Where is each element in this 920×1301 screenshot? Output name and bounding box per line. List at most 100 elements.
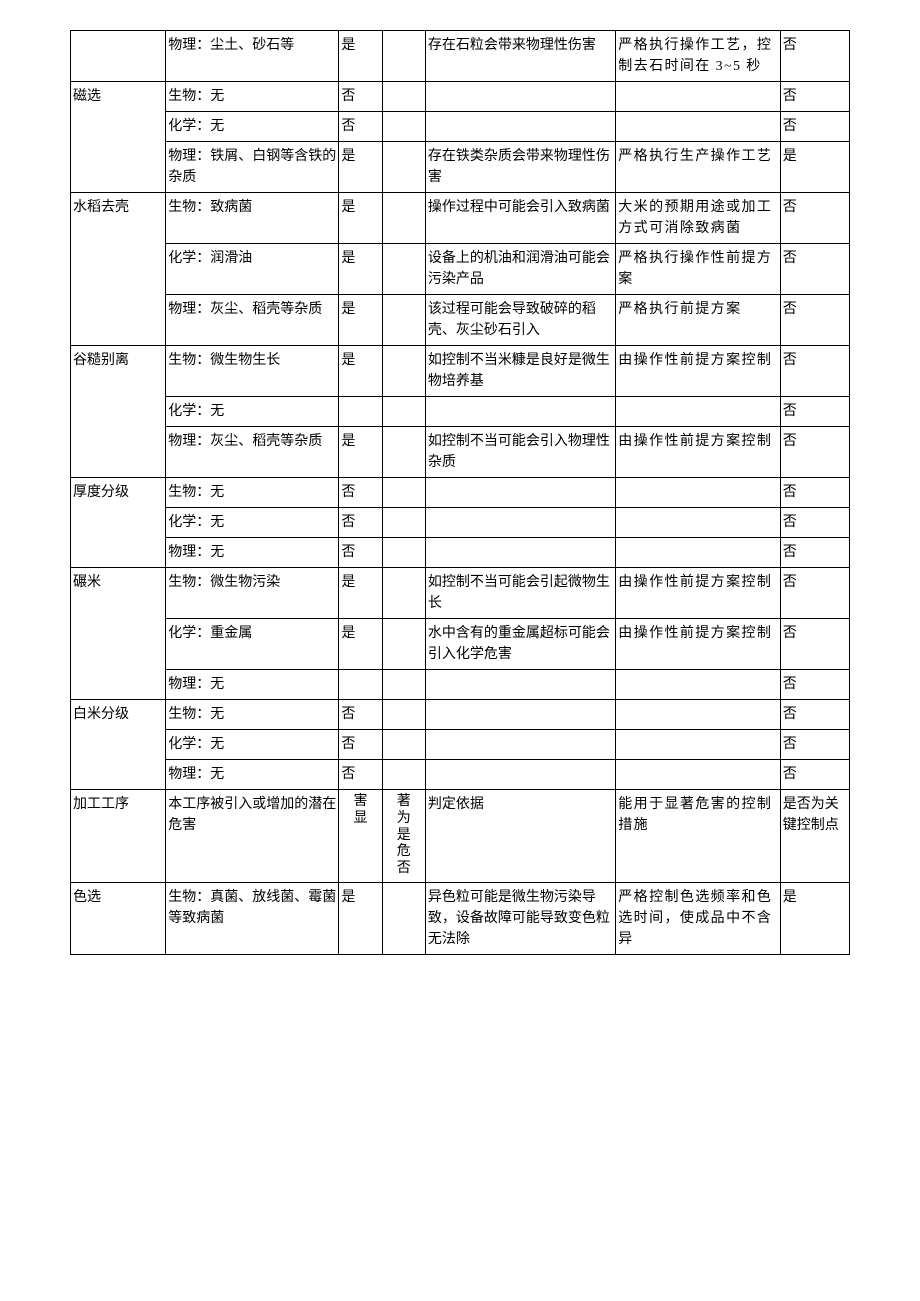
blank-cell [382,397,425,427]
significant-cell [339,397,382,427]
control-measure-cell [616,670,780,700]
ccp-cell: 是 [780,882,849,954]
basis-cell: 异色粒可能是微生物污染导致，设备故障可能导致变色粒无法除 [425,882,615,954]
control-measure-cell: 由操作性前提方案控制 [616,568,780,619]
hazard-cell: 化学：重金属 [166,619,339,670]
process-step-cell: 谷糙别离 [71,346,166,478]
process-step-cell: 白米分级 [71,700,166,790]
header-significant-left: 害显 [339,790,382,883]
blank-cell [382,568,425,619]
ccp-cell: 否 [780,427,849,478]
control-measure-cell [616,760,780,790]
blank-cell [382,619,425,670]
significant-cell: 是 [339,142,382,193]
process-step-cell: 碾米 [71,568,166,700]
significant-cell: 是 [339,882,382,954]
hazard-cell: 生物：无 [166,478,339,508]
control-measure-cell [616,538,780,568]
hazard-cell: 生物：无 [166,700,339,730]
control-measure-cell [616,700,780,730]
control-measure-cell: 严格执行前提方案 [616,295,780,346]
table-row: 化学：润滑油是设备上的机油和润滑油可能会污染产品严格执行操作性前提方案否 [71,244,850,295]
ccp-cell: 否 [780,82,849,112]
table-row: 化学：重金属是水中含有的重金属超标可能会引入化学危害由操作性前提方案控制否 [71,619,850,670]
hazard-analysis-table: 物理：尘土、砂石等是 存在石粒会带来物理性伤害严格执行操作工艺，控制去石时间在 3… [70,30,850,955]
control-measure-cell: 由操作性前提方案控制 [616,346,780,397]
control-measure-cell: 大米的预期用途或加工方式可消除致病菌 [616,193,780,244]
significant-cell: 否 [339,478,382,508]
blank-cell [382,31,425,82]
table-row: 水稻去壳生物：致病菌是操作过程中可能会引入致病菌大米的预期用途或加工方式可消除致… [71,193,850,244]
ccp-cell: 否 [780,670,849,700]
blank-cell [382,730,425,760]
hazard-cell: 物理：铁屑、白钢等含铁的杂质 [166,142,339,193]
ccp-cell: 否 [780,397,849,427]
basis-cell [425,112,615,142]
significant-cell: 否 [339,508,382,538]
table-row: 化学：无否 [71,397,850,427]
control-measure-cell [616,112,780,142]
significant-cell: 是 [339,346,382,397]
control-measure-cell [616,730,780,760]
significant-cell: 否 [339,700,382,730]
basis-cell [425,82,615,112]
ccp-cell: 否 [780,538,849,568]
significant-cell: 否 [339,112,382,142]
basis-cell [425,670,615,700]
hazard-cell: 物理：无 [166,760,339,790]
header-significant-right: 著为是危否 [382,790,425,883]
hazard-cell: 物理：灰尘、稻壳等杂质 [166,427,339,478]
hazard-cell: 物理：尘土、砂石等 [166,31,339,82]
significant-cell: 是 [339,568,382,619]
table-row: 物理：尘土、砂石等是存在石粒会带来物理性伤害严格执行操作工艺，控制去石时间在 3… [71,31,850,82]
table-row: 厚度分级生物：无否否 [71,478,850,508]
process-step-cell [71,31,166,82]
table-row: 物理：灰尘、稻壳等杂质是如控制不当可能会引入物理性杂质由操作性前提方案控制否 [71,427,850,478]
table-row: 色选生物：真菌、放线菌、霉菌等致病菌是异色粒可能是微生物污染导致，设备故障可能导… [71,882,850,954]
basis-cell: 判定依据 [425,790,615,883]
significant-cell: 是 [339,244,382,295]
ccp-cell: 否 [780,508,849,538]
hazard-cell: 物理：灰尘、稻壳等杂质 [166,295,339,346]
table-row: 物理：铁屑、白钢等含铁的杂质是存在铁类杂质会带来物理性伤害严格执行生产操作工艺是 [71,142,850,193]
hazard-cell: 化学：无 [166,730,339,760]
hazard-cell: 生物：微生物污染 [166,568,339,619]
significant-cell: 否 [339,760,382,790]
ccp-cell: 否 [780,478,849,508]
blank-cell [382,346,425,397]
hazard-cell: 化学：无 [166,508,339,538]
basis-cell: 存在石粒会带来物理性伤害 [425,31,615,82]
process-step-cell: 加工工序 [71,790,166,883]
significant-cell: 是 [339,193,382,244]
table-row: 物理：无否否 [71,538,850,568]
ccp-cell: 是否为关键控制点 [780,790,849,883]
basis-cell [425,397,615,427]
process-step-cell: 磁选 [71,82,166,193]
ccp-cell: 否 [780,619,849,670]
blank-cell [382,760,425,790]
control-measure-cell [616,478,780,508]
table-row: 加工工序本工序被引入或增加的潜在危害害显著为是危否判定依据能用于显著危害的控制措… [71,790,850,883]
basis-cell: 水中含有的重金属超标可能会引入化学危害 [425,619,615,670]
blank-cell [382,295,425,346]
control-measure-cell: 严格执行操作工艺，控制去石时间在 3~5 秒 [616,31,780,82]
ccp-cell: 否 [780,244,849,295]
ccp-cell: 否 [780,568,849,619]
ccp-cell: 否 [780,700,849,730]
ccp-cell: 是 [780,142,849,193]
hazard-cell: 化学：润滑油 [166,244,339,295]
basis-cell: 如控制不当米糠是良好是微生物培养基 [425,346,615,397]
blank-cell [382,142,425,193]
blank-cell [382,244,425,295]
basis-cell [425,760,615,790]
hazard-cell: 生物：无 [166,82,339,112]
table-row: 化学：无否否 [71,112,850,142]
hazard-cell: 生物：微生物生长 [166,346,339,397]
significant-cell: 否 [339,730,382,760]
blank-cell [382,882,425,954]
basis-cell [425,478,615,508]
table-row: 碾米生物：微生物污染是如控制不当可能会引起微物生长由操作性前提方案控制否 [71,568,850,619]
basis-cell: 如控制不当可能会引起微物生长 [425,568,615,619]
control-measure-cell: 能用于显著危害的控制措施 [616,790,780,883]
control-measure-cell: 严格执行生产操作工艺 [616,142,780,193]
